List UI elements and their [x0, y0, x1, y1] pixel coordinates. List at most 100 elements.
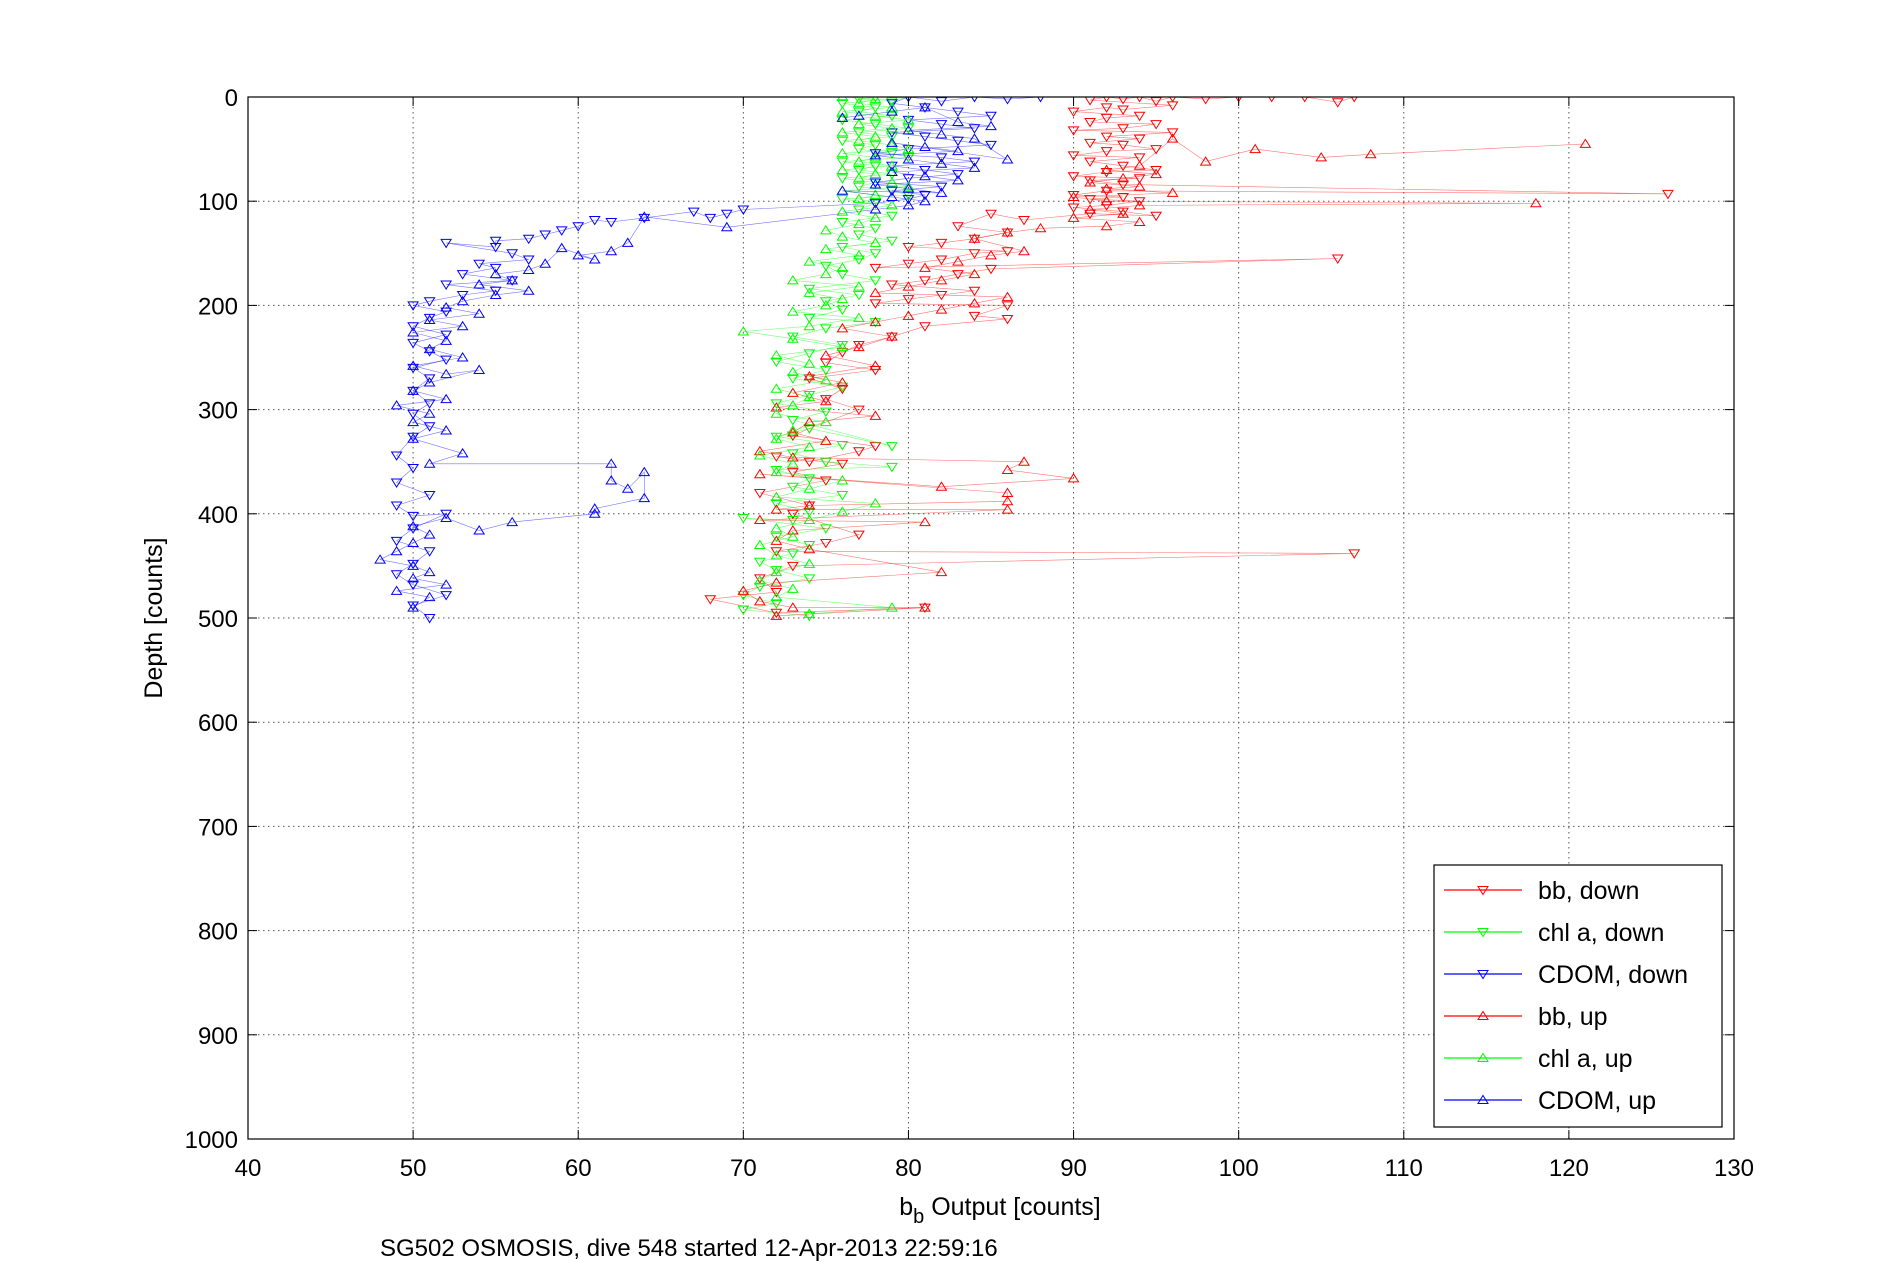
x-tick-labels: 40 50 60 70 80 90 100 110 120 130: [235, 1155, 1754, 1182]
x-tick-label: 90: [1060, 1155, 1087, 1182]
data-point: [869, 199, 882, 209]
x-tick-label: 40: [235, 1155, 262, 1182]
data-point: [407, 511, 420, 522]
data-point: [786, 468, 799, 478]
data-point: [1133, 181, 1146, 191]
data-point: [407, 602, 420, 612]
data-point: [770, 547, 783, 557]
y-tick-label: 400: [198, 502, 238, 529]
data-point: [407, 327, 420, 337]
data-point: [803, 457, 816, 468]
data-point: [952, 170, 964, 180]
data-point: [836, 97, 849, 101]
data-point: [1084, 209, 1096, 220]
data-point: [919, 322, 931, 332]
data-point: [1100, 195, 1113, 206]
data-point: [819, 261, 832, 272]
data-point: [869, 366, 882, 376]
data-point: [935, 304, 948, 314]
data-point: [935, 129, 948, 139]
data-point: [902, 281, 915, 291]
data-point: [440, 393, 453, 404]
data-point: [819, 224, 832, 235]
data-point: [770, 522, 783, 533]
data-point: [902, 295, 915, 305]
data-point: [869, 168, 882, 179]
data-point: [952, 174, 964, 185]
data-point: [440, 330, 453, 341]
x-axis-label-rest: Output [counts]: [924, 1193, 1101, 1221]
x-tick-label: 110: [1385, 1155, 1423, 1182]
x-tick-label: 60: [565, 1155, 592, 1182]
data-point: [1315, 151, 1328, 162]
data-point: [902, 243, 915, 253]
data-point: [588, 254, 601, 264]
series-line: [742, 138, 1586, 617]
data-point: [803, 358, 816, 368]
series-line: [710, 97, 1669, 614]
legend-marker: [1477, 970, 1489, 980]
data-point: [803, 416, 816, 427]
data-point: [1133, 111, 1146, 122]
data-point: [886, 166, 898, 177]
data-point: [869, 178, 882, 188]
data-point: [539, 230, 552, 240]
data-point: [423, 343, 436, 354]
data-point: [1249, 143, 1262, 154]
data-point: [407, 560, 420, 570]
data-point: [919, 101, 931, 112]
data-point: [423, 347, 436, 357]
data-point: [423, 458, 436, 468]
data-point: [935, 566, 948, 577]
data-point: [786, 274, 799, 285]
data-point: [935, 481, 948, 491]
data-point: [836, 384, 849, 395]
data-point: [886, 149, 898, 159]
data-point: [407, 537, 420, 547]
data-point: [737, 585, 750, 595]
y-axis-label: Depth [counts]: [140, 537, 168, 698]
data-point: [440, 280, 453, 291]
data-point: [770, 399, 783, 409]
data-point: [786, 332, 799, 343]
data-point: [489, 236, 502, 247]
grid: [248, 97, 1734, 1139]
data-point: [803, 349, 816, 359]
data-point: [786, 525, 799, 535]
data-point: [1117, 207, 1129, 218]
data-point: [753, 514, 766, 525]
data-point: [853, 290, 865, 301]
figure-caption: SG502 OSMOSIS, dive 548 started 12-Apr-2…: [380, 1235, 998, 1262]
data-point: [836, 185, 849, 195]
data-point: [555, 242, 568, 253]
data-point: [869, 497, 882, 508]
data-point: [985, 264, 997, 275]
data-point: [803, 543, 816, 554]
data-point: [456, 447, 469, 458]
legend-label: CDOM, up: [1538, 1087, 1656, 1115]
data-point: [836, 164, 849, 174]
data-point: [1001, 291, 1014, 302]
data-point: [853, 249, 865, 260]
data-point: [836, 341, 849, 352]
data-point: [407, 301, 420, 311]
data-point: [1002, 97, 1013, 105]
data-point: [836, 231, 849, 241]
data-point: [407, 416, 420, 427]
data-point: [770, 532, 783, 543]
data-point: [770, 408, 783, 418]
data-point: [1001, 314, 1014, 325]
data-point: [1117, 140, 1129, 151]
data-point: [605, 218, 618, 228]
data-point: [770, 383, 783, 393]
data-point: [853, 405, 865, 416]
data-point: [836, 270, 849, 280]
data-point: [1067, 151, 1080, 161]
x-axis-label-main: b: [899, 1193, 913, 1221]
data-point: [786, 374, 799, 384]
data-point: [753, 595, 766, 606]
data-point: [687, 207, 700, 218]
data-point: [853, 135, 865, 145]
data-point: [407, 360, 420, 370]
data-point: [803, 313, 816, 324]
